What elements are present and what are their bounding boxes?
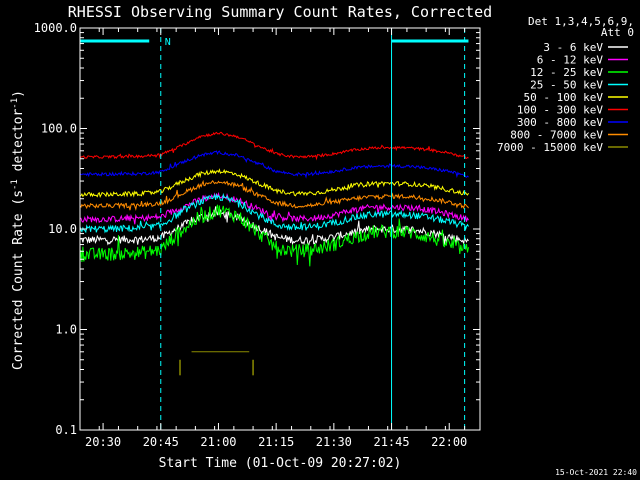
- legend-label-7: 800 - 7000 keV: [510, 129, 603, 142]
- series-line-4: [79, 168, 469, 198]
- legend-label-0: 3 - 6 keV: [543, 41, 603, 54]
- series-1: [80, 191, 469, 225]
- legend-label-8: 7000 - 15000 keV: [497, 141, 603, 154]
- series-layer: [79, 131, 469, 267]
- series-line-5: [79, 131, 469, 161]
- series-line-2: [79, 204, 469, 267]
- x-axis-label: Start Time (01-Oct-09 20:27:02): [159, 456, 402, 471]
- x-tick-label-0: 20:30: [85, 435, 121, 449]
- series-7: [79, 179, 469, 212]
- y-axis-label: Corrected Count Rate (s-1 detector-1): [10, 90, 26, 370]
- legend-label-4: 50 - 100 keV: [524, 91, 604, 104]
- x-tick-label-6: 22:00: [431, 435, 467, 449]
- series-line-6: [79, 150, 469, 179]
- series-5: [79, 131, 469, 161]
- x-tick-label-5: 21:45: [373, 435, 409, 449]
- night-marker-label: N: [165, 37, 171, 48]
- legend-label-6: 300 - 800 keV: [517, 116, 603, 129]
- legend-label-5: 100 - 300 keV: [517, 104, 603, 117]
- x-tick-label-1: 20:45: [143, 435, 179, 449]
- series-line-3: [79, 192, 469, 234]
- legend-label-2: 12 - 25 keV: [530, 66, 603, 79]
- y-tick-label-3: 100.0: [41, 122, 77, 136]
- series-line-7: [79, 179, 469, 212]
- series-line-1: [80, 191, 469, 225]
- legend-header-0: Det 1,3,4,5,6,9,: [528, 15, 634, 28]
- y-tick-label-4: 1000.0: [34, 21, 77, 35]
- chart-title: RHESSI Observing Summary Count Rates, Co…: [68, 3, 492, 21]
- legend-header-1: Att 0: [601, 26, 634, 39]
- series-3: [79, 192, 469, 234]
- legend-label-3: 25 - 50 keV: [530, 79, 603, 92]
- footer-date: 15-Oct-2021 22:40: [555, 468, 637, 477]
- series-line-0: [79, 206, 469, 246]
- axes-layer: 0.1 1.0 10.0 100.0 1000.0 20:30 20:45 21:00 21:1…: [34, 21, 481, 449]
- y-tick-label-0: 0.1: [55, 423, 77, 437]
- series-0: [79, 206, 469, 246]
- legend-label-1: 6 - 12 keV: [537, 54, 604, 67]
- series-2: [79, 204, 469, 267]
- y-tick-label-1: 1.0: [55, 323, 77, 337]
- x-tick-label-2: 21:00: [200, 435, 236, 449]
- series-4: [79, 168, 469, 198]
- x-tick-label-3: 21:15: [258, 435, 294, 449]
- y-tick-label-2: 10.0: [48, 222, 77, 236]
- x-tick-label-4: 21:30: [316, 435, 352, 449]
- series-6: [79, 150, 469, 179]
